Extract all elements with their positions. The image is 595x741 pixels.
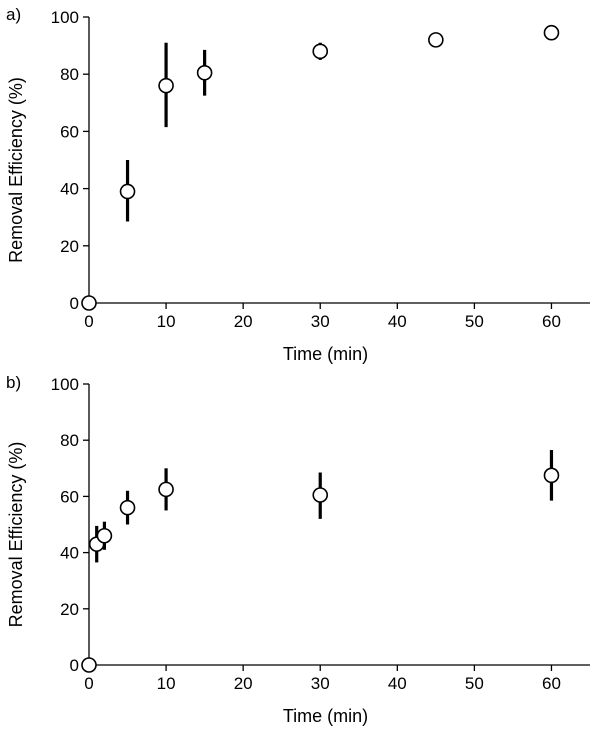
b-x-tick-label: 30 bbox=[311, 674, 330, 693]
a-x-tick-label: 10 bbox=[157, 312, 176, 331]
b-y-axis-title: Removal Efficiency (%) bbox=[6, 442, 26, 628]
b-panel-label: b) bbox=[6, 373, 21, 392]
b-y-tick-label: 0 bbox=[70, 656, 79, 675]
a-y-axis-title: Removal Efficiency (%) bbox=[6, 77, 26, 263]
b-y-tick-label: 40 bbox=[60, 544, 79, 563]
a-y-tick-label: 80 bbox=[60, 65, 79, 84]
a-x-tick-label: 40 bbox=[388, 312, 407, 331]
b-data-point bbox=[312, 487, 329, 503]
a-x-tick-label: 20 bbox=[234, 312, 253, 331]
b-x-tick-label: 50 bbox=[465, 674, 484, 693]
a-panel-label: a) bbox=[6, 5, 21, 24]
a-y-tick-label: 20 bbox=[60, 237, 79, 256]
b-x-tick-label: 20 bbox=[234, 674, 253, 693]
b-x-tick-label: 10 bbox=[157, 674, 176, 693]
b-data-point bbox=[81, 657, 97, 673]
a-data-point bbox=[428, 32, 444, 48]
b-data-point bbox=[96, 527, 113, 544]
a-x-tick-label: 60 bbox=[542, 312, 561, 331]
a-y-tick-label: 100 bbox=[51, 8, 79, 27]
a-data-point bbox=[119, 183, 136, 200]
a-x-tick-label: 50 bbox=[465, 312, 484, 331]
a-y-tick-label: 0 bbox=[70, 294, 79, 313]
b-data-point bbox=[119, 499, 136, 516]
b-data-point bbox=[158, 481, 174, 498]
b-x-tick-label: 0 bbox=[84, 674, 93, 693]
a-x-tick-label: 0 bbox=[84, 312, 93, 331]
a-data-point bbox=[158, 77, 174, 94]
a-data-point bbox=[312, 43, 329, 60]
b-y-tick-label: 60 bbox=[60, 487, 79, 506]
a-data-point bbox=[196, 64, 213, 81]
b-x-tick-label: 40 bbox=[388, 674, 407, 693]
b-x-axis-title: Time (min) bbox=[283, 706, 368, 726]
a-x-tick-label: 30 bbox=[311, 312, 330, 331]
b-y-tick-label: 100 bbox=[51, 375, 79, 394]
b-x-tick-label: 60 bbox=[542, 674, 561, 693]
a-data-point bbox=[543, 24, 560, 41]
a-y-tick-label: 60 bbox=[60, 122, 79, 141]
a-y-tick-label: 40 bbox=[60, 180, 79, 199]
a-x-axis-title: Time (min) bbox=[283, 344, 368, 364]
a-data-point bbox=[81, 295, 97, 311]
b-y-tick-label: 20 bbox=[60, 600, 79, 619]
b-y-tick-label: 80 bbox=[60, 431, 79, 450]
b-data-point bbox=[543, 467, 560, 484]
